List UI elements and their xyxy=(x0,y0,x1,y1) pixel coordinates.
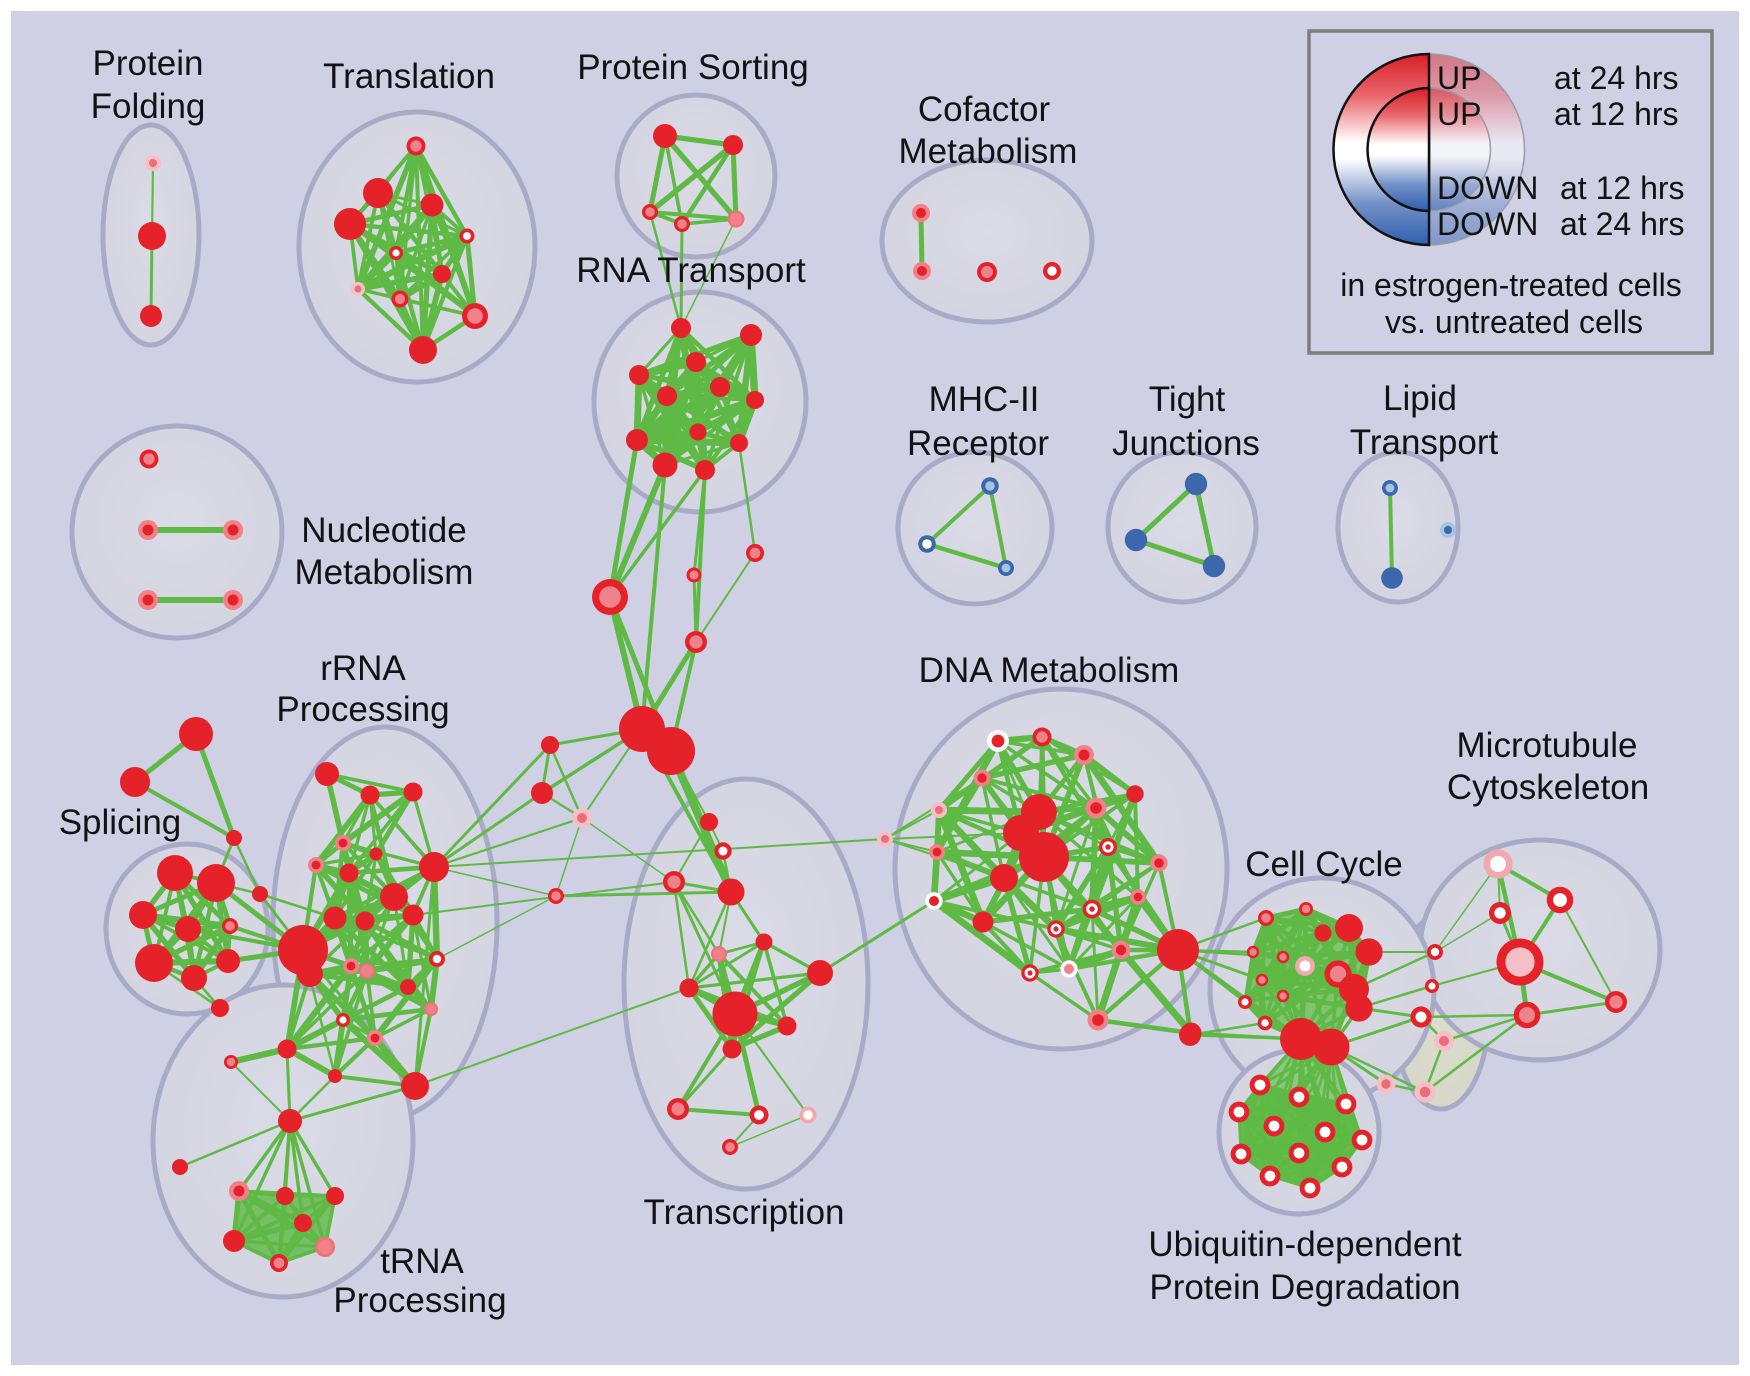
svg-text:at 12 hrs: at 12 hrs xyxy=(1554,96,1679,132)
svg-text:Receptor: Receptor xyxy=(907,424,1049,463)
svg-text:at 12 hrs: at 12 hrs xyxy=(1560,170,1685,206)
svg-text:Ubiquitin-dependent: Ubiquitin-dependent xyxy=(1148,1225,1462,1264)
svg-text:Microtubule: Microtubule xyxy=(1457,726,1638,765)
svg-text:DNA Metabolism: DNA Metabolism xyxy=(919,651,1180,690)
svg-text:Protein Degradation: Protein Degradation xyxy=(1149,1268,1460,1307)
svg-text:DOWN: DOWN xyxy=(1437,206,1538,242)
svg-text:Protein Sorting: Protein Sorting xyxy=(577,48,809,87)
svg-text:Translation: Translation xyxy=(323,57,495,96)
svg-text:Junctions: Junctions xyxy=(1112,424,1260,463)
svg-text:Cytoskeleton: Cytoskeleton xyxy=(1447,768,1649,807)
svg-text:Folding: Folding xyxy=(91,87,206,126)
svg-text:at 24 hrs: at 24 hrs xyxy=(1560,206,1685,242)
svg-text:rRNA: rRNA xyxy=(320,649,406,688)
svg-text:Processing: Processing xyxy=(333,1281,506,1320)
svg-text:Nucleotide: Nucleotide xyxy=(301,511,466,550)
svg-text:RNA Transport: RNA Transport xyxy=(576,251,806,290)
svg-text:Transcription: Transcription xyxy=(644,1193,845,1232)
svg-text:in estrogen-treated cells: in estrogen-treated cells xyxy=(1340,267,1682,303)
svg-text:Processing: Processing xyxy=(276,690,449,729)
svg-text:UP: UP xyxy=(1437,60,1481,96)
svg-text:Cell Cycle: Cell Cycle xyxy=(1245,845,1403,884)
svg-text:MHC-II: MHC-II xyxy=(929,380,1040,419)
svg-text:vs. untreated cells: vs. untreated cells xyxy=(1385,304,1643,340)
svg-text:UP: UP xyxy=(1437,96,1481,132)
svg-text:tRNA: tRNA xyxy=(380,1242,464,1281)
svg-text:Transport: Transport xyxy=(1350,423,1499,462)
svg-text:Metabolism: Metabolism xyxy=(899,132,1078,171)
svg-text:Cofactor: Cofactor xyxy=(918,90,1051,129)
svg-text:DOWN: DOWN xyxy=(1437,170,1538,206)
svg-text:at 24 hrs: at 24 hrs xyxy=(1554,60,1679,96)
svg-text:Metabolism: Metabolism xyxy=(295,553,474,592)
svg-text:Splicing: Splicing xyxy=(59,803,182,842)
svg-text:Lipid: Lipid xyxy=(1383,379,1457,418)
svg-text:Tight: Tight xyxy=(1149,380,1226,419)
svg-text:Protein: Protein xyxy=(93,44,204,83)
